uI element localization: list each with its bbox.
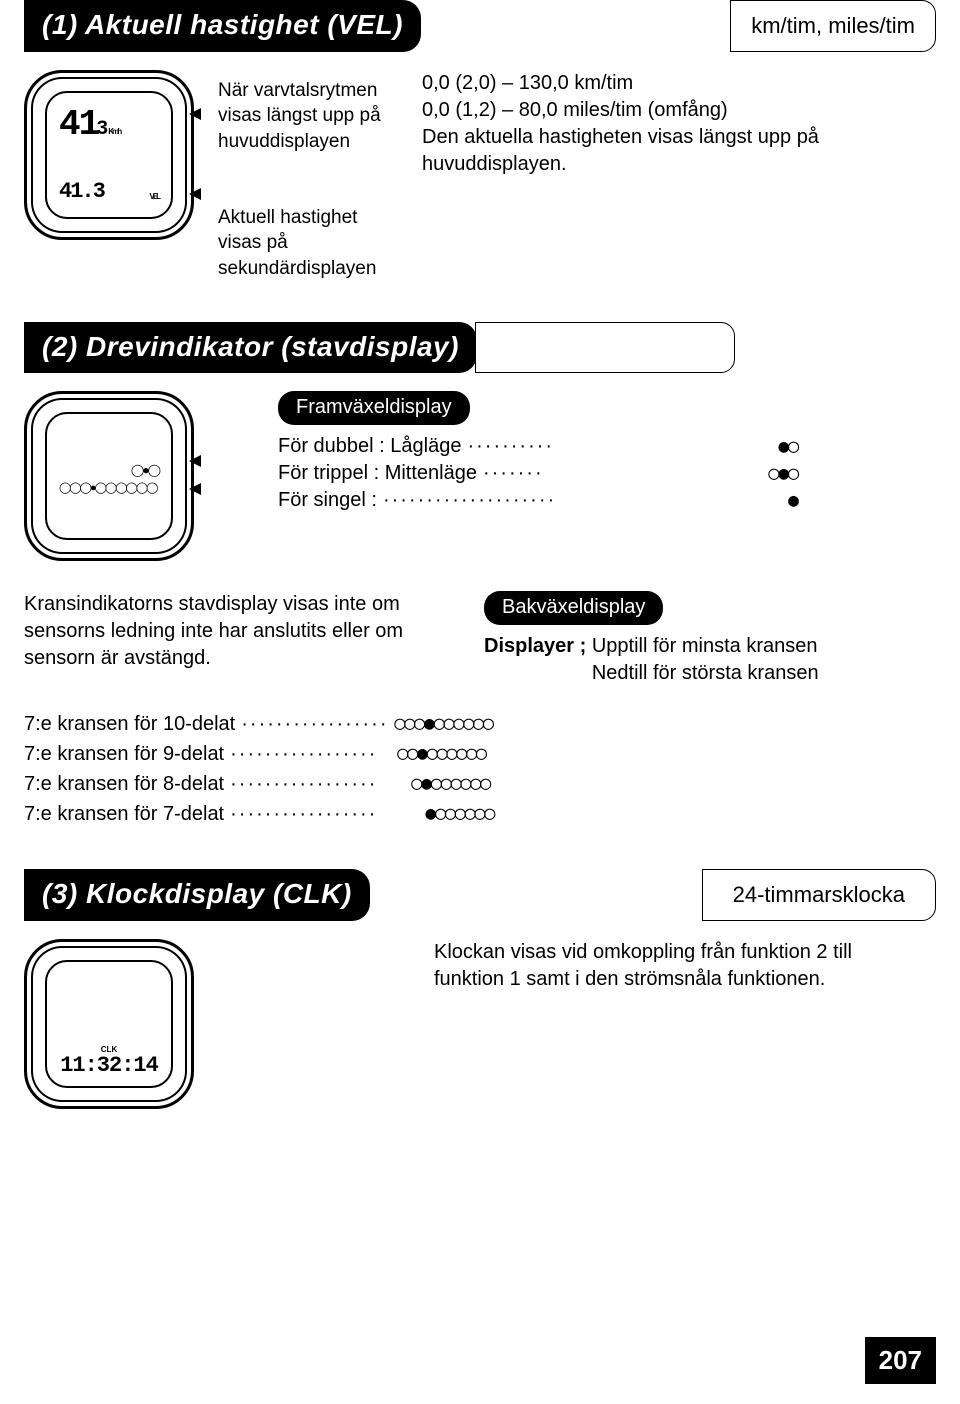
heading-3-sublabel: 24-timmarsklocka <box>702 869 936 921</box>
lcd-bot: 41.3 VEL <box>59 177 163 207</box>
device-clock: CLK 11:32:14 <box>24 939 194 1109</box>
callout-1a: När varvtalsrytmen visas längst upp på h… <box>218 78 398 155</box>
heading-2-title: (2) Drevindikator (stavdisplay) <box>24 322 477 374</box>
front-1-glyph: ●◯ <box>778 435 798 459</box>
kransen-row-4: 7:e kransen för 7-delat ················… <box>24 799 936 829</box>
gear-top-glyph: ◯●◯ <box>131 462 159 478</box>
lcd-bot-val: 41.3 <box>59 177 104 207</box>
heading-3-title: (3) Klockdisplay (CLK) <box>24 869 370 921</box>
k4-txt: 7:e kransen för 7-delat <box>24 801 224 828</box>
front-line-1: För dubbel : Lågläge ·········· ●◯ <box>278 433 798 460</box>
front-line-2: För trippel : Mittenläge ······· ◯●◯ <box>278 460 798 487</box>
k4-bars: ●◯◯◯◯◯◯ <box>425 802 494 826</box>
dots-icon: ···················· <box>383 487 782 514</box>
section-1-speed: (1) Aktuell hastighet (VEL) km/tim, mile… <box>24 0 936 282</box>
front-2-txt: För trippel : Mittenläge <box>278 460 477 487</box>
heading-row-3: (3) Klockdisplay (CLK) 24-timmarsklocka <box>24 869 936 921</box>
desc-3: Klockan visas vid omkoppling från funkti… <box>434 939 904 993</box>
callouts-1: När varvtalsrytmen visas längst upp på h… <box>218 78 398 282</box>
displayer-l2: Nedtill för största kransen <box>592 662 819 684</box>
rear-gear-label: Bakväxeldisplay <box>484 591 663 625</box>
k2-txt: 7:e kransen för 9-delat <box>24 741 224 768</box>
gear-bar-top: ◯●◯ <box>59 462 159 478</box>
dots-icon: ·········· <box>467 433 772 460</box>
k1-bars: ◯◯◯●◯◯◯◯◯◯ <box>394 712 492 736</box>
kransen-row-3: 7:e kransen för 8-delat ················… <box>24 769 936 799</box>
device-speed: 41 3 Km/h 41.3 VEL <box>24 70 194 240</box>
displayer-l1: Upptill för minsta kransen <box>592 635 818 657</box>
desc-1: 0,0 (2,0) – 130,0 km/tim 0,0 (1,2) – 80,… <box>422 70 882 178</box>
k2-bars: ◯◯●◯◯◯◯◯◯ <box>397 742 486 766</box>
callout-1b: Aktuell hastighet visas på sekundärdispl… <box>218 205 398 282</box>
heading-1-title: (1) Aktuell hastighet (VEL) <box>24 0 421 52</box>
pointer-arrow-icon <box>189 455 201 467</box>
front-1-txt: För dubbel : Lågläge <box>278 433 461 460</box>
lcd-top-small: 3 <box>96 116 106 143</box>
kransen-list: 7:e kransen för 10-delat ···············… <box>24 709 936 829</box>
gear-bar-bottom: ◯◯◯●◯◯◯◯◯◯ <box>59 481 159 496</box>
lcd-top-big: 41 <box>59 101 98 150</box>
page-number: 207 <box>865 1337 936 1384</box>
pointer-arrow-icon <box>189 188 201 200</box>
kransen-row-1: 7:e kransen för 10-delat ···············… <box>24 709 936 739</box>
desc-1-text: Den aktuella hastigheten visas längst up… <box>422 124 882 178</box>
front-gear-label: Framväxeldisplay <box>278 391 470 425</box>
kransen-row-2: 7:e kransen för 9-delat ················… <box>24 739 936 769</box>
front-line-3: För singel : ···················· ● <box>278 487 798 514</box>
heading-2-blank <box>475 322 735 374</box>
heading-1-units: km/tim, miles/tim <box>730 0 936 52</box>
device-gear: ◯●◯ ◯◯◯●◯◯◯◯◯◯ <box>24 391 194 561</box>
section-2-gear: (2) Drevindikator (stavdisplay) ◯●◯ ◯◯◯●… <box>24 322 936 830</box>
dots-icon: ················· <box>230 741 377 768</box>
range-2: 0,0 (1,2) – 80,0 miles/tim (omfång) <box>422 97 882 124</box>
front-3-txt: För singel : <box>278 487 377 514</box>
k1-txt: 7:e kransen för 10-delat <box>24 711 235 738</box>
lcd-top: 41 3 Km/h <box>59 101 159 150</box>
lcd-bot-lbl: VEL <box>149 192 159 203</box>
lcd-top-unit: Km/h <box>108 127 120 138</box>
displayer-label: Displayer ; <box>484 635 586 657</box>
heading-row-2: (2) Drevindikator (stavdisplay) <box>24 322 936 374</box>
dots-icon: ················· <box>230 801 377 828</box>
sec2-para: Kransindikatorns stavdisplay visas inte … <box>24 591 444 672</box>
gear-bot-glyph: ◯◯◯●◯◯◯◯◯◯ <box>59 481 156 496</box>
k3-txt: 7:e kransen för 8-delat <box>24 771 224 798</box>
pointer-arrow-icon <box>189 483 201 495</box>
section-3-clock: (3) Klockdisplay (CLK) 24-timmarsklocka … <box>24 869 936 1109</box>
k3-bars: ◯●◯◯◯◯◯◯ <box>411 772 490 796</box>
range-1: 0,0 (2,0) – 130,0 km/tim <box>422 70 882 97</box>
dots-icon: ················· <box>241 711 388 738</box>
front-3-glyph: ● <box>788 489 798 513</box>
front-2-glyph: ◯●◯ <box>768 462 798 486</box>
dots-icon: ················· <box>230 771 377 798</box>
clk-time: 11:32:14 <box>47 1051 171 1081</box>
pointer-arrow-icon <box>189 108 201 120</box>
displayer-block: Displayer ; Upptill för minsta kransen D… <box>484 633 819 687</box>
heading-row-1: (1) Aktuell hastighet (VEL) km/tim, mile… <box>24 0 936 52</box>
dots-icon: ······· <box>483 460 763 487</box>
